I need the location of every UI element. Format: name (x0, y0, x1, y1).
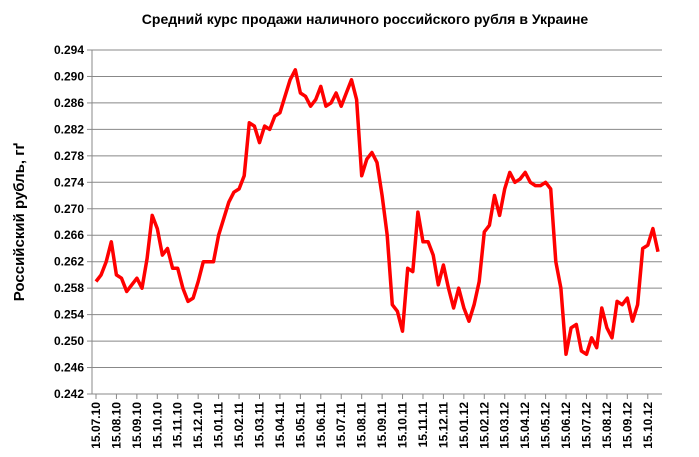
x-tick-label: 15.06.11 (314, 402, 328, 448)
x-tick-label: 15.07.11 (334, 402, 348, 448)
x-tick-label: 15.03.11 (252, 402, 266, 448)
x-tick-label: 15.09.12 (620, 402, 634, 449)
x-tick-label: 15.04.11 (273, 402, 287, 448)
y-tick-label: 0.246 (54, 361, 84, 375)
x-tick-label: 15.05.11 (293, 402, 307, 448)
x-tick-label: 15.09.11 (375, 402, 389, 448)
x-tick-label: 15.03.12 (498, 402, 512, 449)
x-tick-label: 15.12.11 (436, 402, 450, 448)
x-tick-label: 15.02.12 (477, 402, 491, 449)
x-tick-label: 15.06.12 (559, 402, 573, 449)
x-tick-label: 15.05.12 (539, 402, 553, 449)
x-tick-label: 15.08.10 (109, 402, 123, 449)
y-tick-label: 0.274 (54, 175, 84, 189)
x-tick-label: 15.01.12 (457, 402, 471, 449)
y-axis-label: Российский рубль, гґ (11, 142, 28, 301)
x-tick-label: 15.07.10 (89, 402, 103, 449)
x-tick-label: 15.02.11 (232, 402, 246, 448)
x-tick-label: 15.04.12 (518, 402, 532, 449)
y-tick-label: 0.294 (54, 43, 84, 57)
y-tick-label: 0.250 (54, 334, 84, 348)
data-line (94, 68, 660, 357)
x-tick-label: 15.08.11 (355, 402, 369, 448)
x-tick-label: 15.07.12 (579, 402, 593, 449)
x-tick-label: 15.09.10 (130, 402, 144, 449)
y-tick-label: 0.258 (54, 281, 84, 295)
y-tick-label: 0.290 (54, 69, 84, 83)
x-tick-label: 15.01.11 (212, 402, 226, 448)
chart-title: Средний курс продажи наличного российско… (142, 11, 589, 27)
y-tick-label: 0.262 (54, 255, 84, 269)
x-tick-label: 15.10.10 (150, 402, 164, 449)
x-tick-label: 15.10.11 (396, 402, 410, 448)
y-tick-label: 0.270 (54, 202, 84, 216)
x-tick-label: 15.11.11 (416, 402, 430, 448)
x-tick-label: 15.10.12 (641, 402, 655, 449)
x-tick-label: 15.11.10 (171, 402, 185, 448)
y-tick-label: 0.278 (54, 149, 84, 163)
y-tick-label: 0.266 (54, 228, 84, 242)
y-tick-label: 0.282 (54, 122, 84, 136)
y-tick-label: 0.254 (54, 308, 84, 322)
y-tick-label: 0.286 (54, 96, 84, 110)
x-tick-label: 15.08.12 (600, 402, 614, 449)
x-tick-label: 15.12.10 (191, 402, 205, 449)
y-tick-label: 0.242 (54, 387, 84, 401)
